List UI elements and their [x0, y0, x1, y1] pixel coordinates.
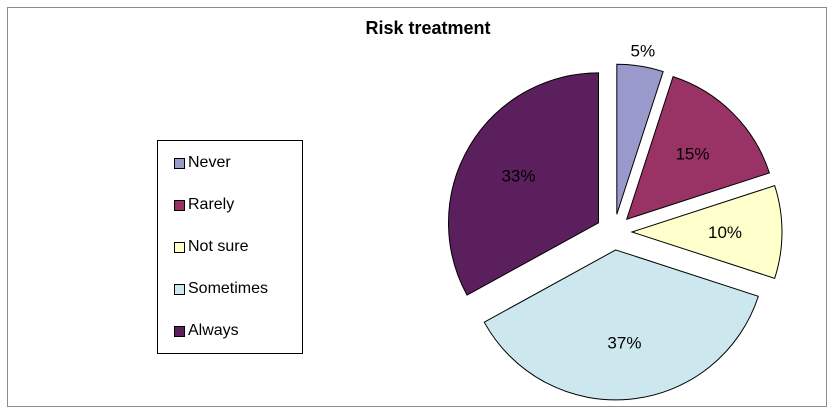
pie-slice-not-sure	[630, 185, 783, 279]
legend: Never Rarely Not sure Sometimes Always	[157, 140, 303, 354]
legend-label-always: Always	[188, 322, 239, 339]
data-label-always: 33%	[501, 166, 535, 185]
legend-label-rarely: Rarely	[188, 196, 235, 213]
pie-slice-always	[448, 72, 600, 296]
legend-item-not-sure: Not sure	[174, 237, 248, 257]
legend-label-sometimes: Sometimes	[188, 280, 269, 297]
legend-item-sometimes: Sometimes	[174, 279, 268, 299]
legend-item-rarely: Rarely	[174, 195, 234, 215]
data-label-not-sure: 10%	[708, 223, 742, 242]
data-label-never: 5%	[630, 41, 655, 60]
legend-label-never: Never	[188, 154, 231, 171]
legend-label-not-sure: Not sure	[188, 238, 249, 255]
legend-swatch-sometimes	[174, 283, 185, 295]
legend-item-never: Never	[174, 153, 231, 173]
legend-swatch-not-sure	[174, 241, 185, 253]
legend-swatch-never	[174, 157, 185, 169]
pie-slice-never	[616, 63, 664, 215]
pie-slice-sometimes	[483, 249, 759, 401]
data-label-rarely: 15%	[675, 145, 709, 164]
pie-slice-rarely	[625, 75, 771, 221]
data-label-sometimes: 37%	[607, 334, 641, 353]
legend-item-always: Always	[174, 321, 239, 341]
legend-swatch-always	[174, 325, 185, 337]
legend-swatch-rarely	[174, 199, 185, 211]
